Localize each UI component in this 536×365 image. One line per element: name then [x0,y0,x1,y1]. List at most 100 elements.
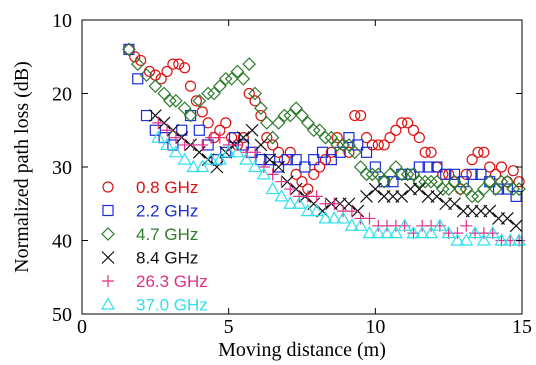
data-point [400,167,415,182]
data-point [265,130,280,145]
legend-label: 26.3 GHz [136,272,208,291]
data-point [230,145,245,158]
data-point [289,101,303,116]
legend-item: 8.4 GHz [101,249,198,268]
data-point [485,225,500,239]
data-point [431,161,443,173]
data-marks [122,42,527,247]
data-point [176,124,188,136]
data-point [255,109,267,122]
data-point [314,161,326,173]
data-point [380,225,395,239]
data-point [327,211,342,224]
y-tick-label: 30 [52,157,72,179]
data-point [501,176,513,188]
data-point [259,116,274,130]
data-point [389,160,403,174]
data-point [231,138,244,151]
data-point [377,174,391,189]
data-point [477,182,491,196]
data-point [274,189,289,202]
data-point [267,139,279,151]
data-point [177,152,192,165]
data-point [451,227,464,240]
data-point [183,108,198,123]
data-point [168,145,183,158]
legend-item: 26.3 GHz [102,272,208,291]
data-point [482,174,497,189]
data-point [378,139,390,151]
data-point [306,123,321,138]
data-point [161,65,173,78]
data-point [230,64,245,79]
data-point [337,139,349,151]
data-point [157,86,171,101]
data-point [407,124,420,136]
data-point [207,86,221,101]
data-point [236,71,251,86]
data-point [371,225,386,239]
data-point [284,183,297,196]
data-point [507,165,519,177]
data-point [308,168,320,180]
data-point [378,176,390,188]
data-point [500,212,514,225]
data-point [448,197,461,211]
x-tick-label: 15 [512,316,532,338]
legend-marker [101,227,115,241]
data-point [272,160,285,174]
legend-marker [102,181,114,193]
data-point [309,203,324,217]
data-point [343,132,355,144]
legend: 0.8 GHz 2.2 GHz 4.7 GHz 8.4 GHz 26.3 GHz 37.0… [100,178,208,315]
data-point [220,117,232,129]
data-point [484,161,496,173]
data-point [290,154,302,166]
data-point [447,174,462,189]
data-point [383,167,397,182]
data-point [512,182,526,196]
legend-item: 4.7 GHz [101,225,198,244]
data-point [254,138,268,152]
data-point [212,152,227,165]
data-point [139,68,154,82]
data-point [509,219,523,233]
data-point [266,168,279,181]
legend-label: 2.2 GHz [136,202,198,221]
legend-label: 0.8 GHz [136,178,198,197]
data-point [471,189,485,204]
data-point [184,80,197,92]
data-point [249,146,262,159]
data-point [459,182,474,196]
data-point [292,196,307,209]
data-point [384,132,396,144]
data-point [160,137,175,151]
data-point [272,161,285,173]
plot-frame [81,19,523,315]
data-point [151,130,166,143]
data-point [152,116,165,129]
data-point [440,168,452,180]
data-point [257,161,270,173]
data-point [422,161,434,173]
data-point [465,189,479,204]
data-point [453,182,468,196]
data-point [130,57,145,71]
data-point [163,94,177,108]
data-point [248,159,263,173]
data-point [255,154,267,166]
x-tick-label: 10 [365,316,385,338]
data-point [319,154,332,166]
data-point [290,168,302,180]
data-point [196,138,209,151]
data-point [196,106,208,118]
data-point [419,146,431,158]
data-point [396,117,408,129]
data-point [190,95,202,107]
data-point [425,146,437,158]
y-tick-label: 20 [52,84,72,106]
data-point [368,182,382,196]
data-point [169,131,182,144]
data-point [179,62,191,74]
